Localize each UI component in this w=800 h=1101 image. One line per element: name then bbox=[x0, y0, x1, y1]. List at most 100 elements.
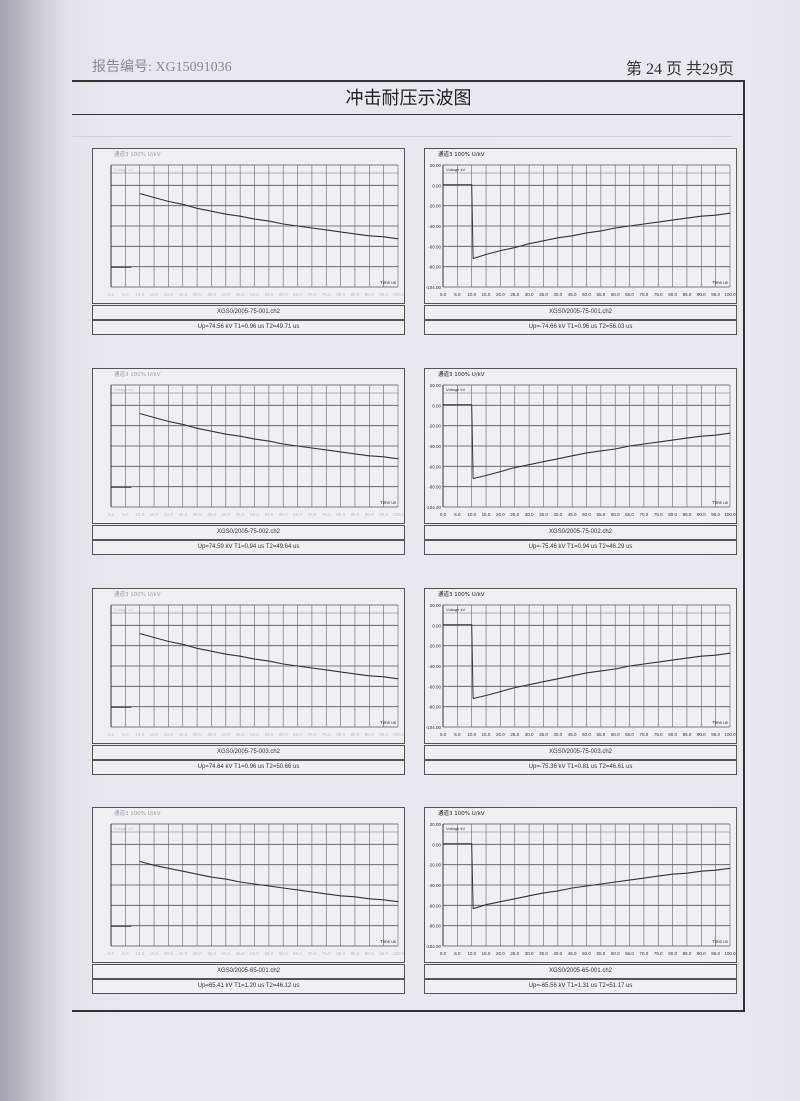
waveform-point bbox=[225, 433, 227, 435]
waveform-point bbox=[672, 439, 673, 441]
waveform-point bbox=[629, 879, 630, 881]
x-tick-label: 5.0 bbox=[122, 292, 129, 297]
x-tick-label: 85.0 bbox=[683, 951, 692, 956]
waveform-point bbox=[672, 219, 673, 221]
x-axis-label: Time us bbox=[380, 280, 397, 285]
oscillogram-chart: 0.0 5.0 10.0 15.0 20.0 25.0 30.0 35.0 40.0 45.0 50… bbox=[92, 148, 405, 335]
x-tick-label: 20.0 bbox=[164, 512, 173, 517]
waveform-parameters: Up=-75.46 kV T1=0.94 us T2=46.29 us bbox=[424, 540, 737, 555]
waveform-point bbox=[643, 443, 645, 445]
x-tick-label: 10.0 bbox=[135, 292, 144, 297]
x-tick-label: 60.0 bbox=[279, 732, 288, 737]
x-tick-label: 70.0 bbox=[308, 732, 317, 737]
page-title: 冲击耐压示波图 bbox=[72, 80, 745, 115]
x-tick-label: 35.0 bbox=[539, 951, 548, 956]
waveform-point bbox=[268, 440, 270, 442]
x-tick-label: 55.0 bbox=[264, 951, 273, 956]
x-tick-label: 10.0 bbox=[467, 732, 476, 737]
waveform-point bbox=[139, 633, 141, 634]
waveform-point bbox=[354, 233, 356, 235]
x-tick-label: 40.0 bbox=[221, 292, 230, 297]
waveform-point bbox=[715, 869, 717, 871]
waveform-point bbox=[700, 215, 702, 217]
waveform-point bbox=[211, 430, 212, 432]
chart-svg: 0.0 5.0 10.0 15.0 20.0 25.0 30.0 35.0 40.0 45.0 50… bbox=[424, 588, 737, 744]
x-tick-label: 100.0 bbox=[724, 512, 736, 517]
waveform-point bbox=[254, 883, 255, 885]
waveform-point bbox=[225, 653, 227, 655]
waveform-point bbox=[368, 235, 370, 237]
x-tick-label: 60.0 bbox=[611, 951, 620, 956]
x-tick-label: 100.0 bbox=[724, 732, 736, 737]
waveform-point bbox=[340, 451, 341, 453]
waveform-point bbox=[268, 660, 270, 662]
x-tick-label: 55.0 bbox=[264, 732, 273, 737]
x-tick-label: 40.0 bbox=[221, 732, 230, 737]
y-tick-label: -104.00 bbox=[426, 285, 442, 290]
x-tick-label: 25.0 bbox=[178, 512, 187, 517]
waveform-point bbox=[586, 232, 587, 234]
waveform-point bbox=[254, 438, 255, 440]
x-tick-label: 25.0 bbox=[178, 951, 187, 956]
x-tick-label: 45.0 bbox=[236, 732, 245, 737]
x-tick-label: 65.0 bbox=[625, 512, 634, 517]
x-tick-label: 70.0 bbox=[640, 292, 649, 297]
x-tick-label: 80.0 bbox=[336, 732, 345, 737]
x-tick-label: 15.0 bbox=[482, 292, 491, 297]
file-name-caption: XGS0/2005-75-001.ch2 bbox=[424, 305, 737, 320]
waveform-point bbox=[715, 434, 717, 436]
x-tick-label: 0.0 bbox=[440, 732, 447, 737]
waveform-point bbox=[471, 843, 473, 845]
waveform-point bbox=[325, 229, 327, 231]
y-tick-label: -40.00 bbox=[428, 664, 441, 669]
x-tick-label: 85.0 bbox=[683, 732, 692, 737]
oscillogram-chart: 0.0 5.0 10.0 15.0 20.0 25.0 30.0 35.0 40.0 45.0 50… bbox=[92, 368, 405, 555]
waveform-point bbox=[456, 404, 458, 406]
y-tick-label: -60.00 bbox=[428, 464, 441, 469]
waveform-point bbox=[124, 266, 126, 268]
waveform-point bbox=[225, 213, 227, 215]
x-tick-label: 15.0 bbox=[150, 732, 159, 737]
waveform-point bbox=[571, 455, 573, 457]
y-tick-label: -40.00 bbox=[428, 444, 441, 449]
waveform-point bbox=[124, 925, 126, 927]
waveform-point bbox=[514, 687, 516, 689]
waveform-point bbox=[571, 887, 573, 889]
waveform-point bbox=[600, 450, 602, 452]
x-tick-label: 80.0 bbox=[668, 951, 677, 956]
waveform-point bbox=[211, 210, 212, 212]
waveform-point bbox=[196, 207, 198, 209]
x-tick-label: 80.0 bbox=[668, 732, 677, 737]
x-tick-label: 70.0 bbox=[640, 951, 649, 956]
waveform-parameters: Up=74.59 kV T1=0.94 us T2=49.64 us bbox=[92, 540, 405, 555]
x-tick-label: 25.0 bbox=[510, 292, 519, 297]
channel-label: 通道3 100% U/kV bbox=[114, 150, 161, 158]
report-number: 报告编号: XG15091036 bbox=[92, 60, 232, 75]
waveform-point bbox=[686, 872, 688, 874]
file-name-caption: XGS0/2005-65-001.ch2 bbox=[424, 964, 737, 979]
chart-svg: 0.0 5.0 10.0 15.0 20.0 25.0 30.0 35.0 40.0 45.0 50… bbox=[92, 807, 405, 963]
unit-label: Voltage kV bbox=[114, 387, 133, 392]
waveform-point bbox=[643, 663, 645, 665]
file-name-caption: XGS0/2005-75-001.ch2 bbox=[92, 305, 405, 320]
x-tick-label: 5.0 bbox=[122, 732, 129, 737]
waveform-point bbox=[196, 647, 198, 649]
file-name-caption: XGS0/2005-75-003.ch2 bbox=[424, 745, 737, 760]
file-name-caption: XGS0/2005-75-002.ch2 bbox=[92, 525, 405, 540]
x-tick-label: 100.0 bbox=[724, 292, 736, 297]
unit-label: Voltage kV bbox=[114, 167, 133, 172]
waveform-point bbox=[729, 867, 731, 869]
file-name-caption: XGS0/2005-75-002.ch2 bbox=[424, 525, 737, 540]
chart-svg: 0.0 5.0 10.0 15.0 20.0 25.0 30.0 35.0 40.0 45.0 50… bbox=[424, 148, 737, 304]
x-tick-label: 45.0 bbox=[568, 292, 577, 297]
waveform-point bbox=[297, 445, 298, 447]
x-tick-label: 35.0 bbox=[539, 512, 548, 517]
waveform-point bbox=[168, 867, 169, 869]
x-tick-label: 35.0 bbox=[207, 951, 216, 956]
x-tick-label: 60.0 bbox=[279, 292, 288, 297]
waveform-point bbox=[600, 670, 602, 672]
x-tick-label: 15.0 bbox=[482, 951, 491, 956]
channel-label: 通道3 100% U/kV bbox=[438, 590, 485, 598]
x-tick-label: 65.0 bbox=[625, 292, 634, 297]
x-tick-label: 55.0 bbox=[596, 292, 605, 297]
